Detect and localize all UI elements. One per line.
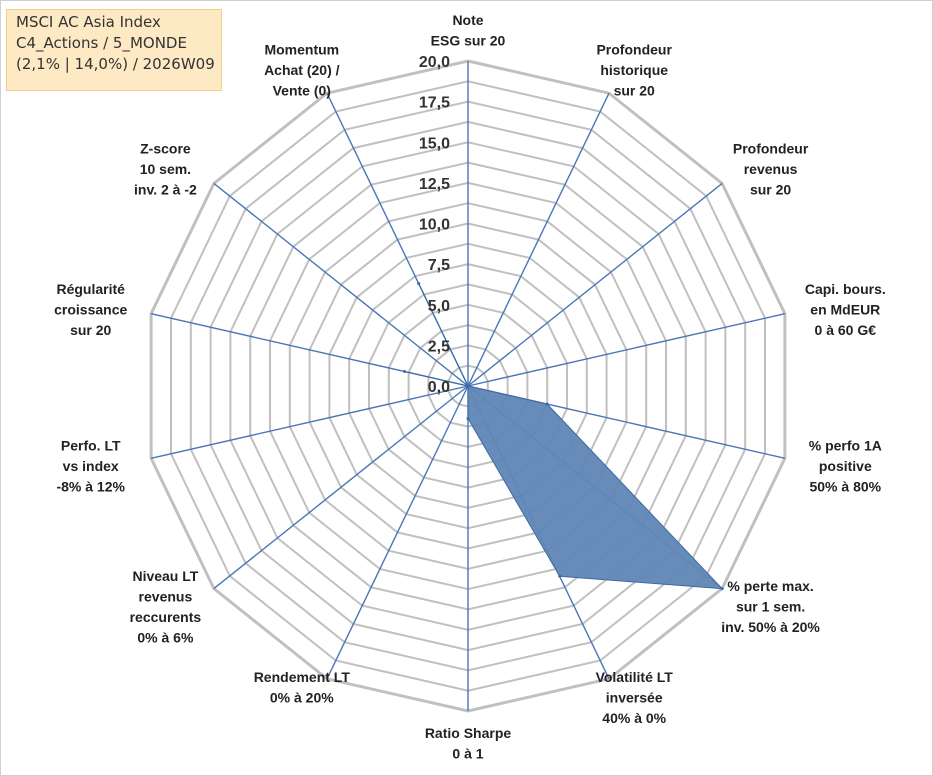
category-label: Ratio Sharpe 0 à 1 xyxy=(425,725,512,762)
data-point xyxy=(545,402,549,406)
category-labels: Note ESG sur 20 Profondeur historique sur 20… xyxy=(54,12,886,762)
data-point xyxy=(466,384,470,388)
axis-spoke xyxy=(150,385,469,459)
tick-label: 17,5 xyxy=(419,95,450,112)
axis-spoke xyxy=(326,385,469,680)
category-label: Régularité croissance sur 20 xyxy=(54,281,127,338)
tick-label: 12,5 xyxy=(419,176,450,193)
tick-label: 7,5 xyxy=(428,257,450,274)
data-point xyxy=(417,282,421,285)
axis-spoke xyxy=(467,92,610,387)
category-label: % perte max. sur 1 sem. inv. 50% à 20% xyxy=(721,578,820,635)
axis-spoke xyxy=(467,182,723,387)
category-label: Perfo. LT vs index -8% à 12% xyxy=(56,437,125,494)
category-label: Profondeur revenus sur 20 xyxy=(733,140,809,197)
tick-label: 15,0 xyxy=(419,135,450,152)
tick-labels: 0,0 2,5 5,0 7,5 10,0 12,5 15,0 17,5 20,0 xyxy=(419,54,450,396)
tick-label: 0,0 xyxy=(428,379,450,396)
category-label: Momentum Achat (20) / Vente (0) xyxy=(264,42,340,99)
category-label: Note ESG sur 20 xyxy=(431,12,506,49)
series-layer xyxy=(403,282,724,591)
category-label: Volatilité LT inversée 40% à 0% xyxy=(596,669,674,726)
category-label: Niveau LT revenus reccurents 0% à 6% xyxy=(130,568,202,646)
data-point xyxy=(720,587,724,591)
series-area xyxy=(404,283,724,590)
category-label: Capi. bours. en MdEUR 0 à 60 G€ xyxy=(805,281,886,338)
category-label: Z-score 10 sem. inv. 2 à -2 xyxy=(134,140,197,197)
category-label: Profondeur historique sur 20 xyxy=(596,42,672,99)
info-line-params: (2,1% | 14,0%) / 2026W09 xyxy=(16,55,215,73)
info-box: MSCI AC Asia Index C4_Actions / 5_MONDE … xyxy=(6,9,222,91)
tick-label: 10,0 xyxy=(419,217,450,234)
axis-spoke xyxy=(467,313,786,387)
category-label: % perfo 1A positive 50% à 80% xyxy=(809,437,882,494)
data-point xyxy=(403,370,407,373)
tick-label: 20,0 xyxy=(419,54,450,71)
tick-label: 2,5 xyxy=(428,338,450,355)
info-line-title: MSCI AC Asia Index xyxy=(16,13,161,31)
data-point xyxy=(558,574,562,578)
category-label: Rendement LT 0% à 20% xyxy=(254,669,351,706)
data-point xyxy=(466,417,470,420)
tick-label: 5,0 xyxy=(428,298,450,315)
axis-spoke xyxy=(213,385,469,590)
info-line-category: C4_Actions / 5_MONDE xyxy=(16,34,187,52)
axis-spoke xyxy=(213,182,469,387)
